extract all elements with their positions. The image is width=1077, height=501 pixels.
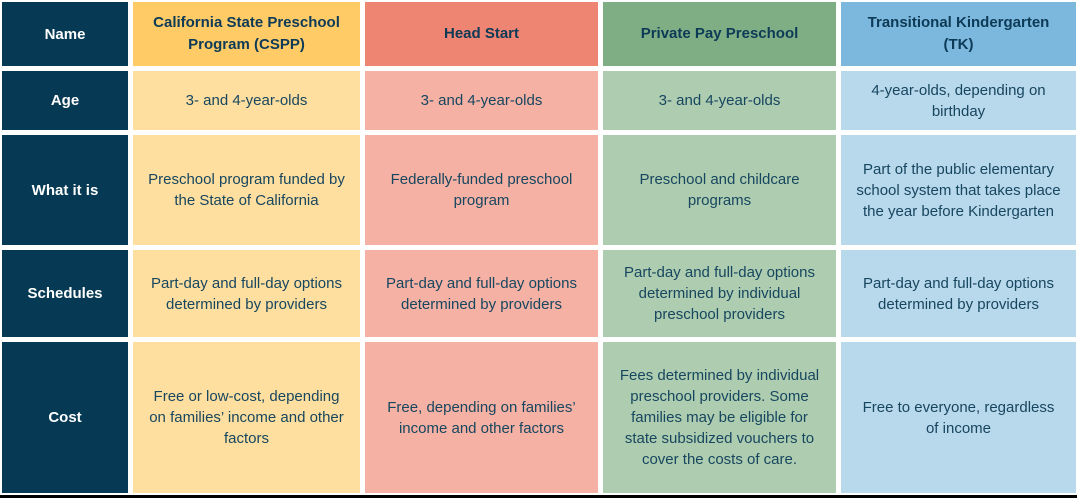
cell-tk-schedules: Part-day and full-day options determined… [841, 250, 1076, 337]
row-label-age: Age [2, 71, 128, 130]
cell-head-start-cost-text: Free, depending on families’ income and … [387, 398, 576, 437]
cell-tk-age-text: 4-year-olds, depending on birthday [871, 81, 1046, 120]
row-label-name: Name [2, 2, 128, 66]
row-label-schedules-text: Schedules [27, 285, 103, 302]
row-label-age-text: Age [50, 92, 80, 109]
cell-cspp-cost: Free or low-cost, depending on families’… [133, 342, 360, 493]
cell-head-start-cost: Free, depending on families’ income and … [365, 342, 598, 493]
row-label-cost: Cost [2, 342, 128, 493]
cell-tk-what-it-is-text: Part of the public elementary school sys… [856, 160, 1061, 220]
row-label-name-text: Name [44, 25, 86, 43]
cell-head-start-what-it-is-text: Federally-funded preschool program [390, 171, 573, 209]
row-label-cost-text: Cost [48, 409, 82, 426]
cell-tk-cost-text: Free to everyone, regardless of income [862, 398, 1055, 437]
bottom-divider-rule [0, 495, 1077, 498]
cell-head-start-schedules-text: Part-day and full-day options determined… [386, 274, 577, 313]
column-header-head-start: Head Start [365, 2, 598, 66]
cell-cspp-schedules: Part-day and full-day options determined… [133, 250, 360, 337]
column-header-private-pay-text: Private Pay Preschool [640, 25, 799, 42]
cell-private-pay-age: 3- and 4-year-olds [603, 71, 836, 130]
column-header-private-pay: Private Pay Preschool [603, 2, 836, 66]
column-header-cspp: California State Preschool Program (CSPP… [133, 2, 360, 66]
cell-cspp-what-it-is-text: Preschool program funded by the State of… [148, 171, 345, 209]
cell-head-start-age-text: 3- and 4-year-olds [420, 92, 543, 109]
row-label-schedules: Schedules [2, 250, 128, 337]
cell-private-pay-age-text: 3- and 4-year-olds [658, 92, 781, 109]
cell-private-pay-schedules-text: Part-day and full-day options determined… [624, 264, 815, 323]
column-header-head-start-text: Head Start [443, 25, 520, 42]
cell-cspp-what-it-is: Preschool program funded by the State of… [133, 135, 360, 245]
cell-cspp-cost-text: Free or low-cost, depending on families’… [149, 388, 344, 447]
cell-private-pay-cost: Fees determined by individual preschool … [603, 342, 836, 493]
column-header-tk-text: Transitional Kindergarten (TK) [867, 14, 1050, 53]
cell-head-start-what-it-is: Federally-funded preschool program [365, 135, 598, 245]
cell-private-pay-cost-text: Fees determined by individual preschool … [619, 367, 820, 468]
cell-private-pay-schedules: Part-day and full-day options determined… [603, 250, 836, 337]
row-label-what-it-is: What it is [2, 135, 128, 245]
cell-head-start-age: 3- and 4-year-olds [365, 71, 598, 130]
cell-head-start-schedules: Part-day and full-day options determined… [365, 250, 598, 337]
cell-cspp-age: 3- and 4-year-olds [133, 71, 360, 130]
column-header-cspp-text: California State Preschool Program (CSPP… [153, 14, 340, 53]
cell-private-pay-what-it-is-text: Preschool and childcare programs [639, 171, 800, 209]
cell-tk-age: 4-year-olds, depending on birthday [841, 71, 1076, 130]
column-header-tk: Transitional Kindergarten (TK) [841, 2, 1076, 66]
cell-cspp-age-text: 3- and 4-year-olds [185, 92, 308, 109]
cell-tk-schedules-text: Part-day and full-day options determined… [863, 274, 1054, 313]
cell-tk-cost: Free to everyone, regardless of income [841, 342, 1076, 493]
cell-cspp-schedules-text: Part-day and full-day options determined… [151, 274, 342, 313]
row-label-what-it-is-text: What it is [31, 181, 99, 199]
cell-private-pay-what-it-is: Preschool and childcare programs [603, 135, 836, 245]
cell-tk-what-it-is: Part of the public elementary school sys… [841, 135, 1076, 245]
